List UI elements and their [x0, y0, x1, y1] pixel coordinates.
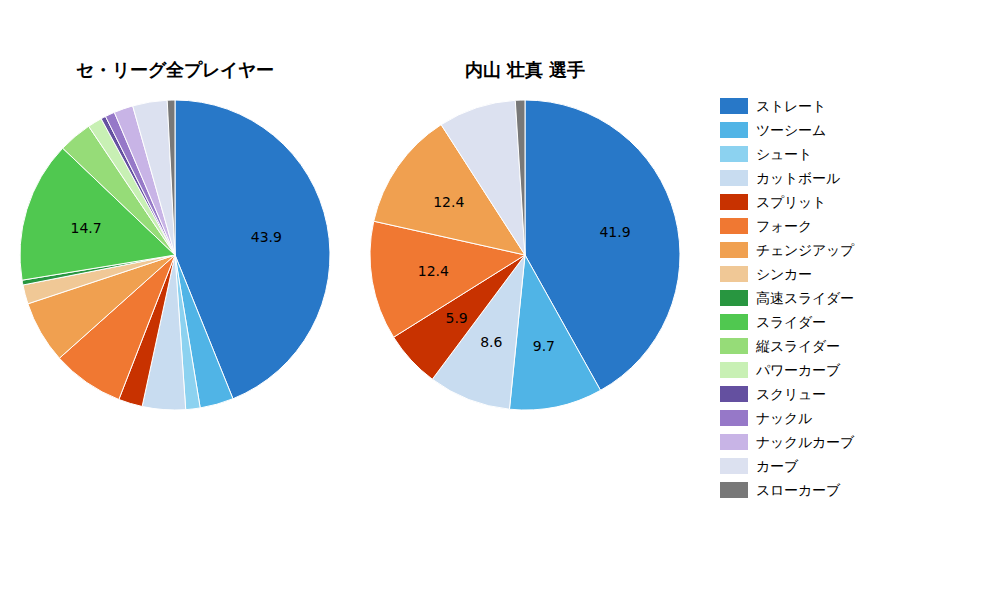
legend-item: チェンジアップ	[720, 242, 855, 258]
pie-slice	[133, 100, 175, 255]
data-label: 43.9	[251, 229, 282, 245]
legend-swatch	[720, 434, 748, 450]
legend-item: ナックルカーブ	[720, 434, 855, 450]
legend-label: カーブ	[756, 458, 799, 474]
legend-item: フォーク	[720, 218, 812, 234]
legend-label: ナックルカーブ	[756, 434, 855, 450]
chart-title: 内山 壮真 選手	[465, 59, 586, 80]
legend-swatch	[720, 410, 748, 426]
legend-item: スライダー	[720, 314, 826, 330]
legend-label: フォーク	[756, 218, 812, 234]
data-label: 14.7	[71, 220, 102, 236]
legend-item: スプリット	[720, 194, 826, 210]
legend: ストレートツーシームシュートカットボールスプリットフォークチェンジアップシンカー…	[720, 98, 855, 498]
legend-item: ストレート	[720, 98, 826, 114]
legend-swatch	[720, 266, 748, 282]
legend-label: スプリット	[756, 194, 826, 210]
legend-label: スローカーブ	[756, 482, 841, 498]
data-label: 8.6	[480, 334, 502, 350]
data-label: 5.9	[445, 310, 467, 326]
legend-swatch	[720, 146, 748, 162]
data-label: 12.4	[433, 194, 464, 210]
data-label: 12.4	[418, 263, 449, 279]
legend-swatch	[720, 314, 748, 330]
legend-item: カーブ	[720, 458, 799, 474]
legend-label: 高速スライダー	[756, 290, 854, 306]
legend-item: ナックル	[720, 410, 812, 426]
legend-item: ツーシーム	[720, 122, 826, 138]
pie-slice	[515, 100, 525, 255]
pie: 43.9 14.7	[20, 100, 330, 410]
legend-label: ストレート	[756, 98, 826, 114]
legend-item: シンカー	[720, 266, 812, 282]
legend-swatch	[720, 338, 748, 354]
legend-swatch	[720, 362, 748, 378]
legend-swatch	[720, 290, 748, 306]
pie-slice	[167, 100, 175, 255]
legend-swatch	[720, 98, 748, 114]
pie-slice	[441, 100, 525, 255]
data-label: 9.7	[533, 338, 555, 354]
legend-label: カットボール	[756, 170, 840, 186]
legend-label: パワーカーブ	[755, 362, 841, 378]
pie: 41.9 9.7 8.6 5.9 12.4 12.4	[370, 100, 680, 410]
legend-label: ツーシーム	[756, 122, 826, 138]
legend-item: 縦スライダー	[720, 338, 840, 354]
legend-swatch	[720, 386, 748, 402]
legend-label: スクリュー	[756, 386, 826, 402]
legend-label: スライダー	[756, 314, 826, 330]
legend-item: カットボール	[720, 170, 840, 186]
data-label: 41.9	[599, 224, 630, 240]
legend-swatch	[720, 194, 748, 210]
legend-label: チェンジアップ	[756, 242, 855, 258]
legend-swatch	[720, 482, 748, 498]
legend-swatch	[720, 458, 748, 474]
legend-label: シュート	[756, 146, 812, 162]
chart-title: セ・リーグ全プレイヤー	[76, 59, 274, 80]
legend-item: スローカーブ	[720, 482, 841, 498]
legend-label: シンカー	[756, 266, 812, 282]
pie-slice	[525, 100, 680, 390]
legend-swatch	[720, 170, 748, 186]
legend-label: 縦スライダー	[755, 338, 840, 354]
legend-item: シュート	[720, 146, 812, 162]
legend-item: パワーカーブ	[720, 362, 841, 378]
legend-item: スクリュー	[720, 386, 826, 402]
legend-label: ナックル	[756, 410, 812, 426]
chart-root: 43.9 14.7 セ・リーグ全プレイヤーストレートツーシームシュートカットボールス…	[0, 0, 1000, 600]
legend-swatch	[720, 122, 748, 138]
legend-swatch	[720, 242, 748, 258]
legend-swatch	[720, 218, 748, 234]
legend-item: 高速スライダー	[720, 290, 854, 306]
